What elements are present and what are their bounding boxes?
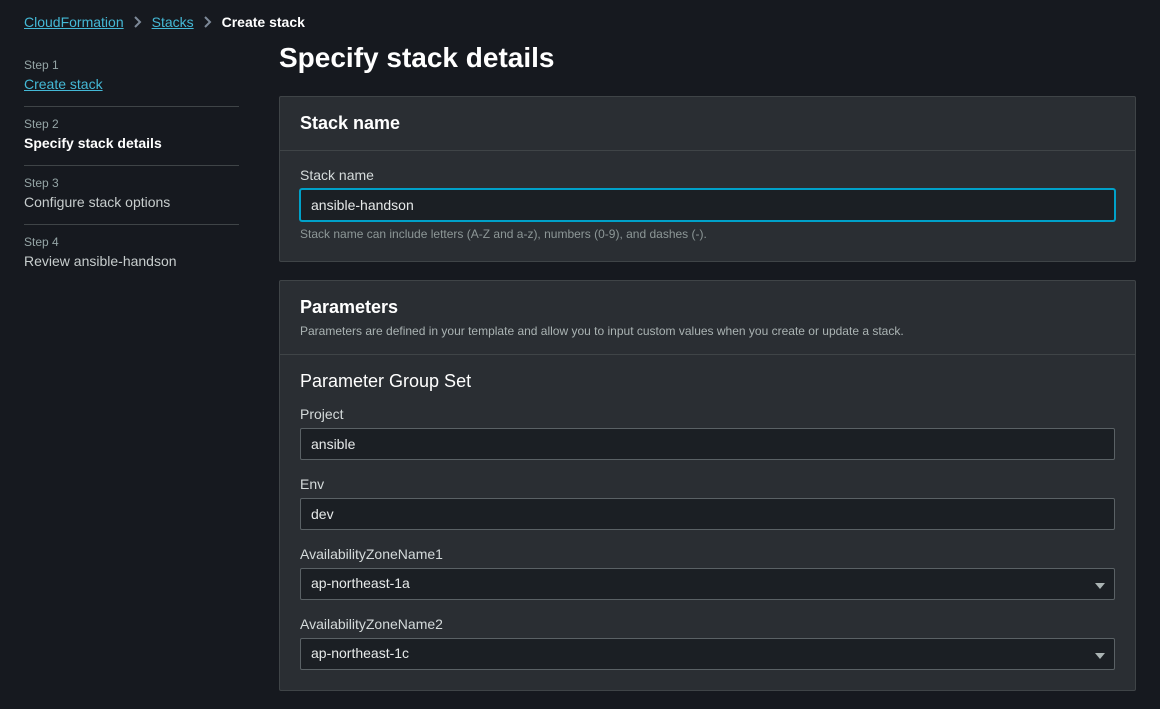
step-num: Step 3 [24, 176, 239, 190]
breadcrumb-cloudformation[interactable]: CloudFormation [24, 14, 124, 30]
panel-header: Parameters Parameters are defined in you… [280, 281, 1135, 355]
step-2: Step 2 Specify stack details [24, 107, 239, 166]
az1-select[interactable]: ap-northeast-1a [300, 568, 1115, 600]
wizard-steps: Step 1 Create stack Step 2 Specify stack… [24, 40, 239, 709]
step-title: Specify stack details [24, 135, 239, 151]
step-3: Step 3 Configure stack options [24, 166, 239, 225]
stack-name-input[interactable] [300, 189, 1115, 221]
env-input[interactable] [300, 498, 1115, 530]
project-input[interactable] [300, 428, 1115, 460]
step-title: Review ansible-handson [24, 253, 239, 269]
step-4: Step 4 Review ansible-handson [24, 225, 239, 283]
stack-name-helper: Stack name can include letters (A-Z and … [300, 227, 1115, 241]
breadcrumb-current: Create stack [222, 14, 305, 30]
panel-title: Parameters [300, 297, 1115, 318]
step-title: Create stack [24, 76, 239, 92]
breadcrumb: CloudFormation Stacks Create stack [0, 0, 1160, 40]
main-content: Specify stack details Stack name Stack n… [279, 40, 1136, 709]
stack-name-panel: Stack name Stack name Stack name can inc… [279, 96, 1136, 262]
parameter-group-title: Parameter Group Set [300, 371, 1115, 392]
panel-title: Stack name [300, 113, 1115, 134]
panel-desc: Parameters are defined in your template … [300, 324, 1115, 338]
stack-name-label: Stack name [300, 167, 1115, 183]
panel-header: Stack name [280, 97, 1135, 151]
project-label: Project [300, 406, 1115, 422]
chevron-right-icon [134, 16, 142, 28]
step-num: Step 1 [24, 58, 239, 72]
az2-select[interactable]: ap-northeast-1c [300, 638, 1115, 670]
step-title: Configure stack options [24, 194, 239, 210]
parameters-panel: Parameters Parameters are defined in you… [279, 280, 1136, 691]
step-num: Step 4 [24, 235, 239, 249]
step-1[interactable]: Step 1 Create stack [24, 48, 239, 107]
az1-label: AvailabilityZoneName1 [300, 546, 1115, 562]
env-label: Env [300, 476, 1115, 492]
step-num: Step 2 [24, 117, 239, 131]
az2-label: AvailabilityZoneName2 [300, 616, 1115, 632]
chevron-right-icon [204, 16, 212, 28]
breadcrumb-stacks[interactable]: Stacks [152, 14, 194, 30]
page-title: Specify stack details [279, 42, 1136, 74]
